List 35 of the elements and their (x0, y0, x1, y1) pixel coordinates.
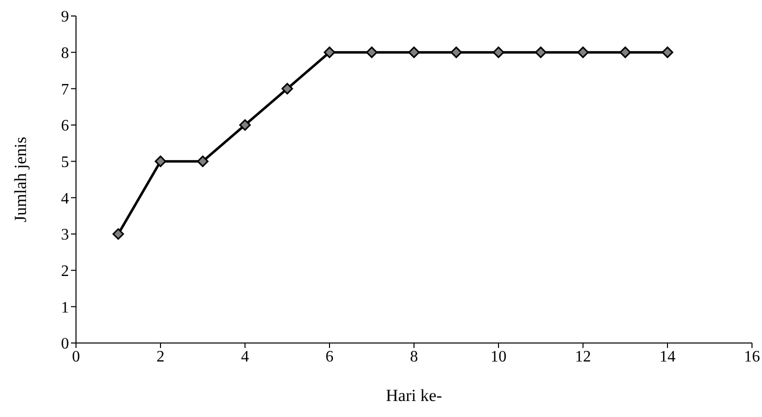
x-tick-label: 10 (490, 348, 506, 366)
y-tick-label: 9 (61, 8, 69, 26)
point (450, 46, 462, 58)
point (492, 46, 504, 58)
x-tick-label: 12 (575, 348, 591, 366)
point (535, 46, 546, 58)
y-tick-label: 8 (61, 45, 69, 62)
point (282, 82, 293, 94)
point (154, 156, 166, 168)
x-tick-label: 0 (72, 348, 80, 366)
x-tick-label: 14 (660, 348, 676, 366)
point (197, 156, 208, 168)
y-tick-label: 7 (61, 81, 69, 98)
x-tick-label: 6 (326, 348, 334, 366)
y-tick-label: 2 (61, 263, 69, 280)
x-tick-label: 16 (744, 348, 760, 366)
x-tick-label: 4 (241, 348, 249, 366)
y-tick-label: 4 (61, 190, 69, 208)
x-axis-title: Hari ke- (386, 386, 442, 405)
y-tick-label: 0 (61, 336, 69, 353)
point (662, 46, 674, 58)
x-tick-label: 8 (410, 348, 418, 366)
y-axis-title: Jumlah jenis (11, 136, 30, 222)
y-tick-label: 3 (61, 226, 69, 244)
point (239, 119, 251, 131)
x-tick-label: 2 (156, 348, 164, 366)
y-tick-label: 1 (61, 299, 69, 316)
y-tick-label: 6 (61, 118, 69, 135)
point (408, 46, 420, 58)
point (366, 46, 378, 58)
point (577, 46, 589, 58)
point (112, 228, 124, 240)
point (324, 46, 336, 58)
point (620, 46, 631, 58)
y-tick-label: 5 (61, 154, 69, 172)
